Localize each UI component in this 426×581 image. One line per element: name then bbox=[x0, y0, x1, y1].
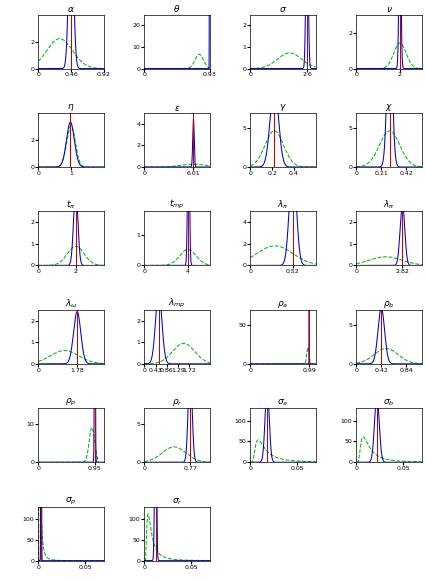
Title: $\rho_{p}$: $\rho_{p}$ bbox=[65, 397, 77, 408]
Title: $\rho_{a}$: $\rho_{a}$ bbox=[277, 299, 289, 310]
Title: $\sigma_{p}$: $\sigma_{p}$ bbox=[65, 496, 77, 507]
Title: $\lambda_{\pi}$: $\lambda_{\pi}$ bbox=[383, 199, 395, 211]
Title: $\sigma_{b}$: $\sigma_{b}$ bbox=[383, 397, 395, 408]
Title: $t_{mp}$: $t_{mp}$ bbox=[170, 198, 185, 211]
Title: $\chi$: $\chi$ bbox=[385, 102, 393, 113]
Title: $\sigma_{r}$: $\sigma_{r}$ bbox=[172, 496, 182, 507]
Title: $\gamma$: $\gamma$ bbox=[279, 102, 287, 113]
Title: $t_{\pi}$: $t_{\pi}$ bbox=[66, 199, 76, 211]
Title: $\rho_{r}$: $\rho_{r}$ bbox=[172, 397, 182, 408]
Title: $\rho_{b}$: $\rho_{b}$ bbox=[383, 299, 395, 310]
Title: $\eta$: $\eta$ bbox=[67, 102, 75, 113]
Title: $\nu$: $\nu$ bbox=[386, 5, 392, 15]
Title: $\alpha$: $\alpha$ bbox=[67, 5, 75, 15]
Title: $\epsilon$: $\epsilon$ bbox=[174, 104, 180, 113]
Title: $\sigma_{a}$: $\sigma_{a}$ bbox=[277, 397, 289, 408]
Title: $\sigma$: $\sigma$ bbox=[279, 5, 287, 15]
Title: $\lambda_{\omega}$: $\lambda_{\omega}$ bbox=[65, 297, 78, 310]
Title: $\lambda_{\pi}$: $\lambda_{\pi}$ bbox=[277, 199, 289, 211]
Title: $\lambda_{mp}$: $\lambda_{mp}$ bbox=[168, 297, 186, 310]
Title: $\theta$: $\theta$ bbox=[173, 3, 181, 15]
